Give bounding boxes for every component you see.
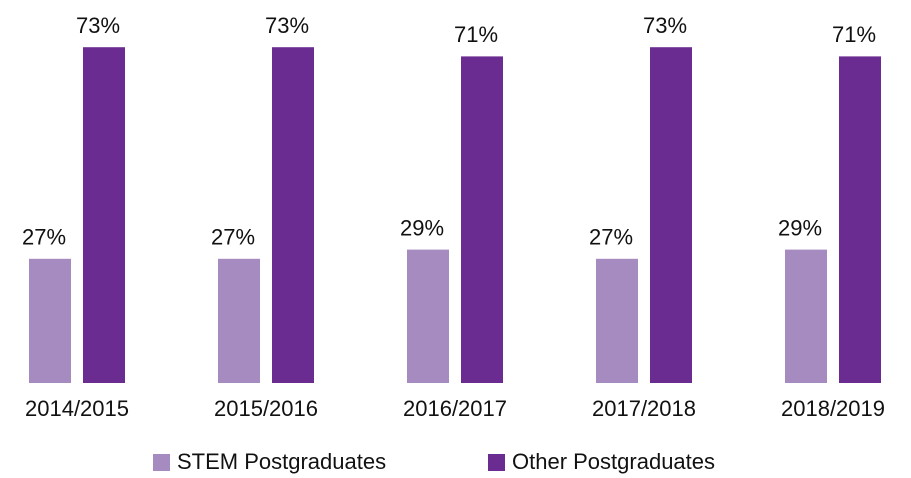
- data-label: 71%: [454, 22, 498, 47]
- bar: [407, 249, 449, 383]
- data-label: 29%: [400, 215, 444, 240]
- bar: [596, 258, 638, 383]
- data-label: 27%: [589, 225, 633, 250]
- data-label: 73%: [76, 13, 120, 38]
- x-tick-label: 2016/2017: [403, 396, 507, 421]
- data-label: 71%: [832, 22, 876, 47]
- data-label: 73%: [265, 13, 309, 38]
- bar: [83, 47, 125, 383]
- legend-label: Other Postgraduates: [512, 449, 715, 474]
- x-tick-label: 2015/2016: [214, 396, 318, 421]
- legend-swatch: [488, 454, 505, 471]
- bar: [461, 56, 503, 384]
- data-label: 27%: [211, 225, 255, 250]
- x-tick-label: 2018/2019: [781, 396, 885, 421]
- data-label: 27%: [22, 225, 66, 250]
- x-tick-label: 2014/2015: [25, 396, 129, 421]
- bar: [29, 258, 71, 383]
- data-label: 73%: [643, 13, 687, 38]
- bar: [785, 249, 827, 383]
- bar: [272, 47, 314, 383]
- data-label: 29%: [778, 215, 822, 240]
- legend-label: STEM Postgraduates: [177, 449, 386, 474]
- bar: [218, 258, 260, 383]
- bar: [839, 56, 881, 384]
- x-tick-label: 2017/2018: [592, 396, 696, 421]
- legend-swatch: [153, 454, 170, 471]
- bar: [650, 47, 692, 383]
